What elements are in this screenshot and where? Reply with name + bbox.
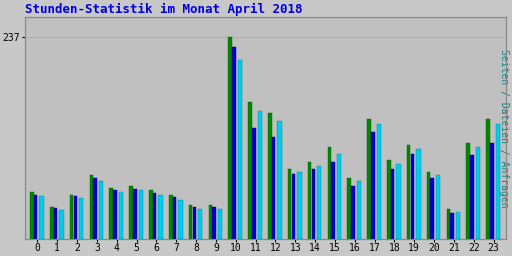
Bar: [113, 190, 117, 239]
Bar: [54, 208, 57, 239]
Bar: [391, 169, 394, 239]
Bar: [238, 60, 242, 239]
Bar: [34, 195, 37, 239]
Bar: [470, 155, 474, 239]
Bar: [416, 150, 420, 239]
Bar: [158, 195, 163, 239]
Bar: [371, 132, 375, 239]
Bar: [357, 181, 361, 239]
Bar: [376, 124, 381, 239]
Bar: [466, 143, 470, 239]
Bar: [486, 120, 490, 239]
Bar: [268, 113, 272, 239]
Bar: [252, 128, 255, 239]
Bar: [173, 197, 176, 239]
Bar: [74, 196, 77, 239]
Bar: [149, 189, 153, 239]
Bar: [348, 178, 351, 239]
Bar: [119, 192, 123, 239]
Bar: [426, 173, 430, 239]
Bar: [59, 210, 63, 239]
Bar: [169, 195, 173, 239]
Bar: [70, 195, 73, 239]
Bar: [331, 162, 335, 239]
Bar: [367, 120, 371, 239]
Bar: [153, 193, 157, 239]
Bar: [178, 200, 183, 239]
Bar: [451, 214, 454, 239]
Bar: [490, 143, 494, 239]
Bar: [431, 178, 434, 239]
Bar: [308, 162, 311, 239]
Bar: [218, 209, 222, 239]
Bar: [228, 37, 232, 239]
Bar: [50, 207, 54, 239]
Bar: [476, 147, 480, 239]
Bar: [139, 190, 143, 239]
Bar: [90, 175, 93, 239]
Bar: [411, 154, 414, 239]
Bar: [258, 111, 262, 239]
Y-axis label: Seiten / Dateien / Anfragen: Seiten / Dateien / Anfragen: [499, 49, 509, 207]
Bar: [198, 209, 202, 239]
Bar: [387, 161, 391, 239]
Bar: [311, 169, 315, 239]
Bar: [93, 178, 97, 239]
Bar: [407, 145, 411, 239]
Bar: [212, 207, 216, 239]
Bar: [39, 196, 44, 239]
Bar: [193, 207, 196, 239]
Bar: [30, 192, 34, 239]
Bar: [129, 186, 133, 239]
Bar: [297, 173, 302, 239]
Bar: [446, 209, 450, 239]
Bar: [248, 102, 252, 239]
Bar: [456, 212, 460, 239]
Bar: [110, 188, 113, 239]
Bar: [396, 164, 401, 239]
Text: Stunden-Statistik im Monat April 2018: Stunden-Statistik im Monat April 2018: [25, 3, 302, 16]
Bar: [278, 121, 282, 239]
Bar: [99, 181, 103, 239]
Bar: [292, 174, 295, 239]
Bar: [208, 205, 212, 239]
Bar: [436, 175, 440, 239]
Bar: [79, 198, 83, 239]
Bar: [317, 166, 322, 239]
Bar: [133, 189, 137, 239]
Bar: [272, 137, 275, 239]
Bar: [288, 169, 291, 239]
Bar: [351, 186, 355, 239]
Bar: [337, 154, 342, 239]
Bar: [328, 147, 331, 239]
Bar: [496, 124, 500, 239]
Bar: [232, 47, 236, 239]
Bar: [189, 205, 193, 239]
